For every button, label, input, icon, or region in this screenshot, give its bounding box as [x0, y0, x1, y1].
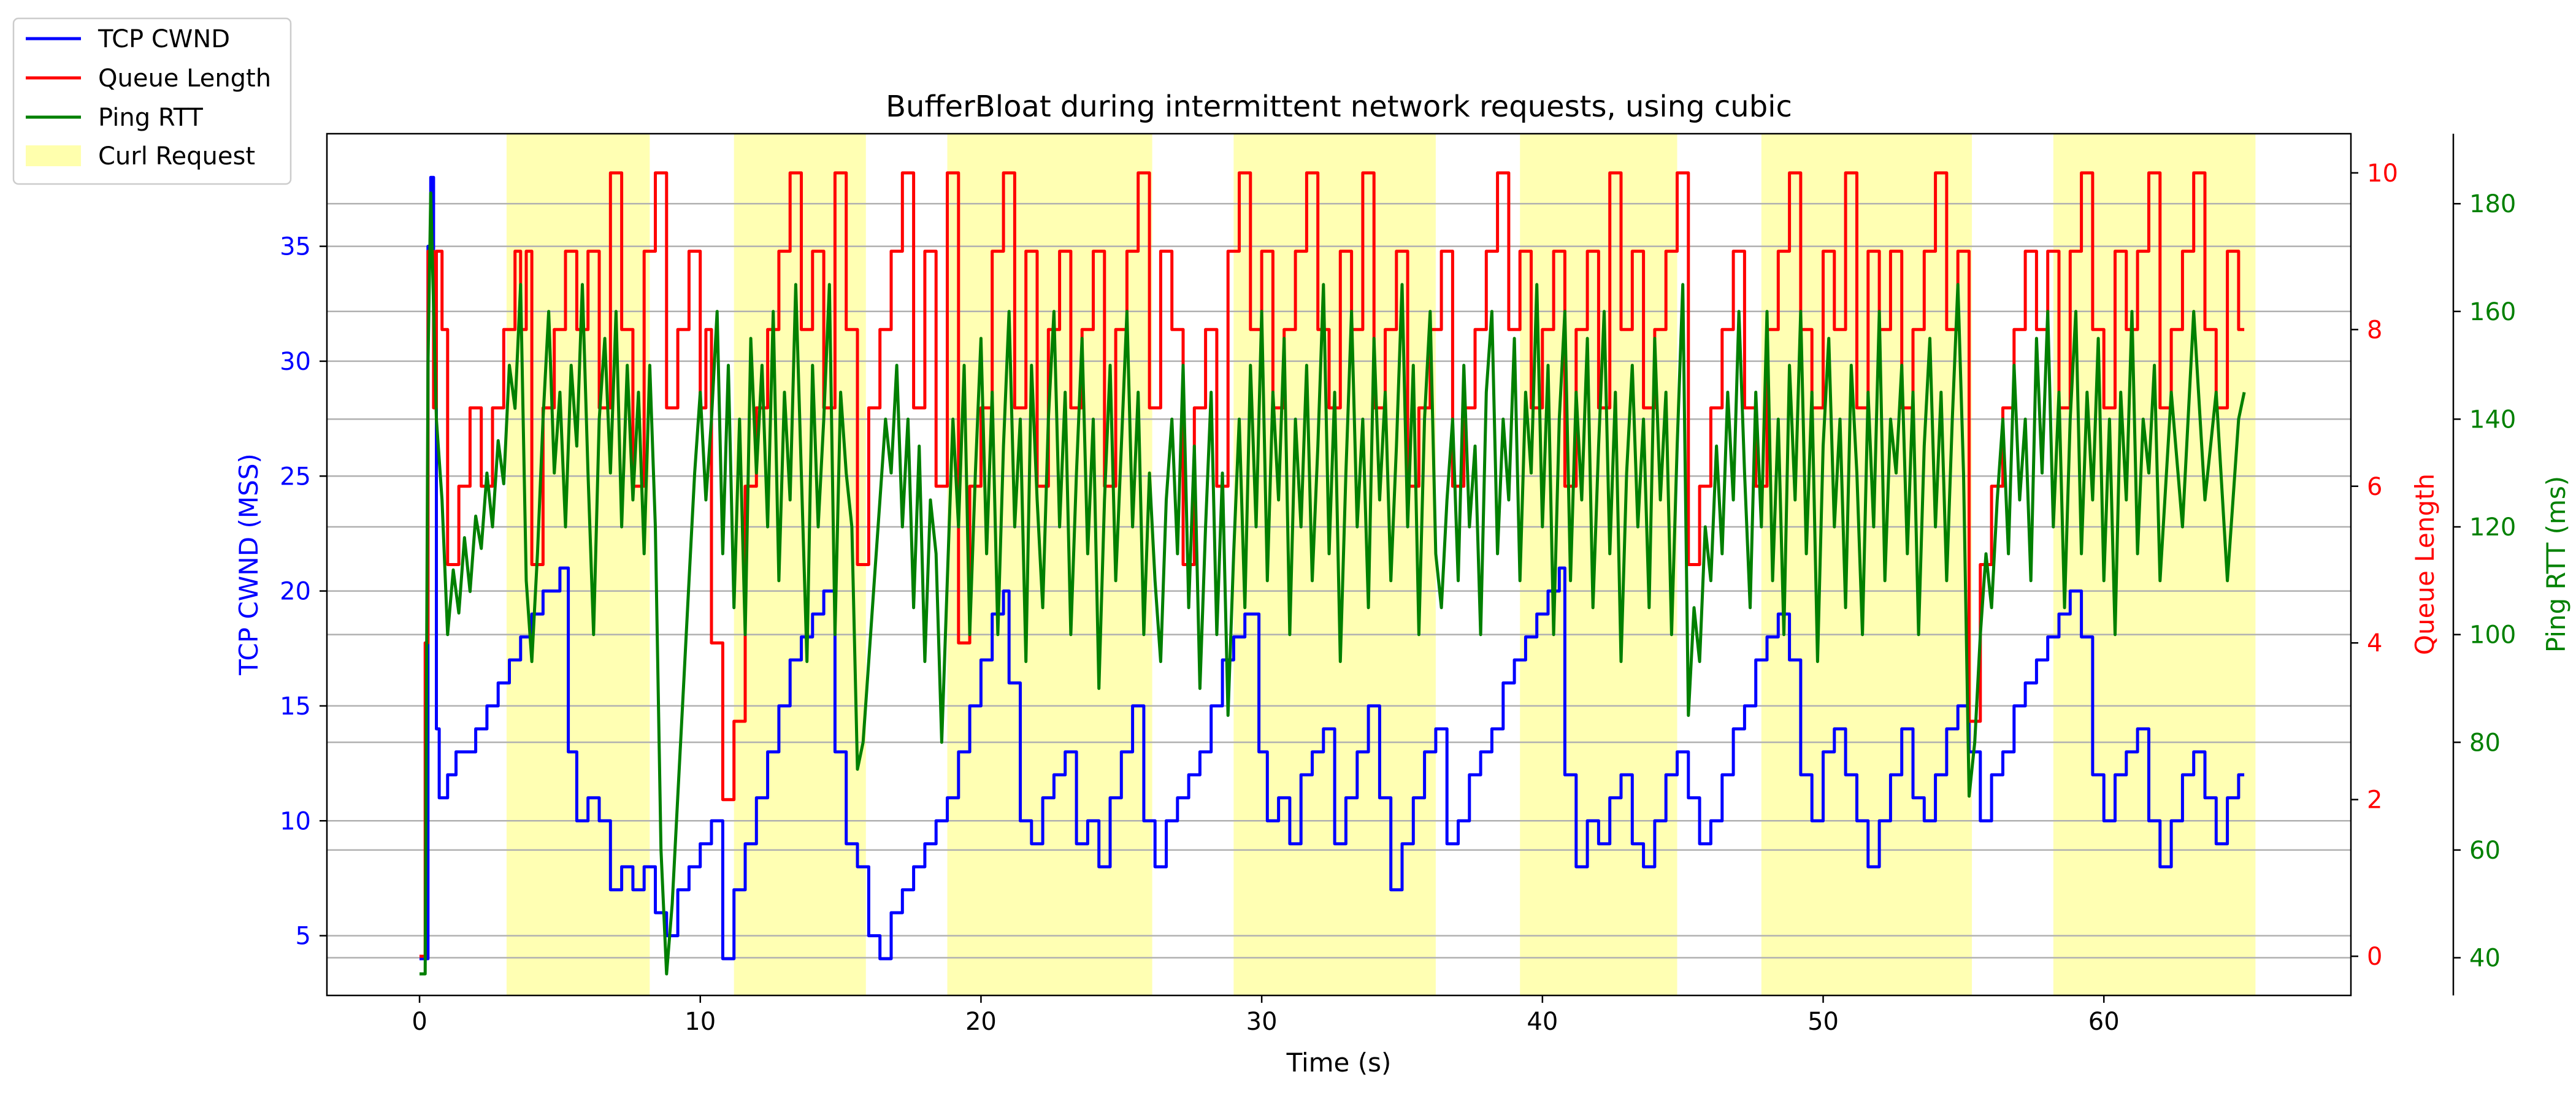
cwnd-tick-label-15: 15 [280, 692, 311, 721]
x-axis-ticks: 0 10 20 30 40 50 60 [412, 995, 2120, 1036]
queue-tick-label-6: 6 [2367, 473, 2382, 501]
cwnd-tick-label-30: 30 [280, 348, 311, 376]
plot-frame [326, 132, 2352, 997]
legend: TCP CWND Queue Length Ping RTT Curl Requ… [12, 17, 292, 185]
cwnd-tick-label-5: 5 [296, 922, 311, 951]
queue-axis-ticks: 0 2 4 6 8 10 [2351, 159, 2398, 971]
x-tick-label-20: 20 [965, 1008, 997, 1036]
x-tick-label-50: 50 [1807, 1008, 1839, 1036]
queue-tick-label-8: 8 [2367, 316, 2382, 344]
x-axis-label: Time (s) [1286, 1048, 1392, 1078]
x-tick-label-30: 30 [1246, 1008, 1278, 1036]
queue-tick-label-2: 2 [2367, 786, 2382, 815]
legend-box [12, 17, 292, 185]
queue-tick-label-10: 10 [2367, 159, 2398, 188]
cwnd-tick-label-20: 20 [280, 578, 311, 606]
queue-tick-label-0: 0 [2367, 943, 2382, 971]
rtt-tick-label-40: 40 [2469, 945, 2501, 973]
curl-request-span-4 [1233, 134, 1436, 995]
x-tick-label-40: 40 [1527, 1008, 1558, 1036]
rtt-axis-label: Ping RTT (ms) [2541, 476, 2571, 653]
rtt-tick-label-160: 160 [2469, 298, 2516, 326]
legend-swatch-curl [26, 145, 81, 166]
cwnd-axis-label: TCP CWND (MSS) [234, 453, 264, 676]
chart-title: BufferBloat during intermittent network … [886, 90, 1792, 124]
rtt-tick-label-180: 180 [2469, 190, 2516, 218]
x-tick-label-10: 10 [684, 1008, 716, 1036]
curl-request-span-7 [2053, 134, 2256, 995]
series-line-queue-length [420, 171, 2245, 958]
rtt-tick-label-140: 140 [2469, 405, 2516, 434]
series-line-tcp-cwnd [420, 175, 2245, 960]
cwnd-tick-label-25: 25 [280, 462, 311, 491]
cwnd-axis-ticks: 5 10 15 20 25 30 35 [280, 233, 327, 951]
rtt-tick-label-100: 100 [2469, 621, 2516, 650]
rtt-tick-label-120: 120 [2469, 513, 2516, 542]
curl-request-span-3 [947, 134, 1152, 995]
rtt-tick-label-60: 60 [2469, 837, 2501, 865]
rtt-axis-ticks: 40 60 80 100 120 140 160 180 [2453, 190, 2516, 973]
cwnd-tick-label-35: 35 [280, 233, 311, 261]
x-tick-label-0: 0 [412, 1008, 427, 1036]
legend-label-curl: Curl Request [98, 142, 255, 171]
x-tick-label-60: 60 [2088, 1008, 2120, 1036]
queue-axis-label: Queue Length [2410, 473, 2440, 655]
series-lines [420, 171, 2246, 976]
rtt-tick-label-80: 80 [2469, 729, 2501, 757]
legend-label-queue: Queue Length [98, 64, 271, 93]
cwnd-tick-label-10: 10 [280, 807, 311, 835]
legend-label-cwnd: TCP CWND [98, 25, 230, 53]
legend-label-rtt: Ping RTT [98, 104, 203, 132]
queue-tick-label-4: 4 [2367, 629, 2382, 657]
series-line-ping-rtt [420, 191, 2246, 976]
